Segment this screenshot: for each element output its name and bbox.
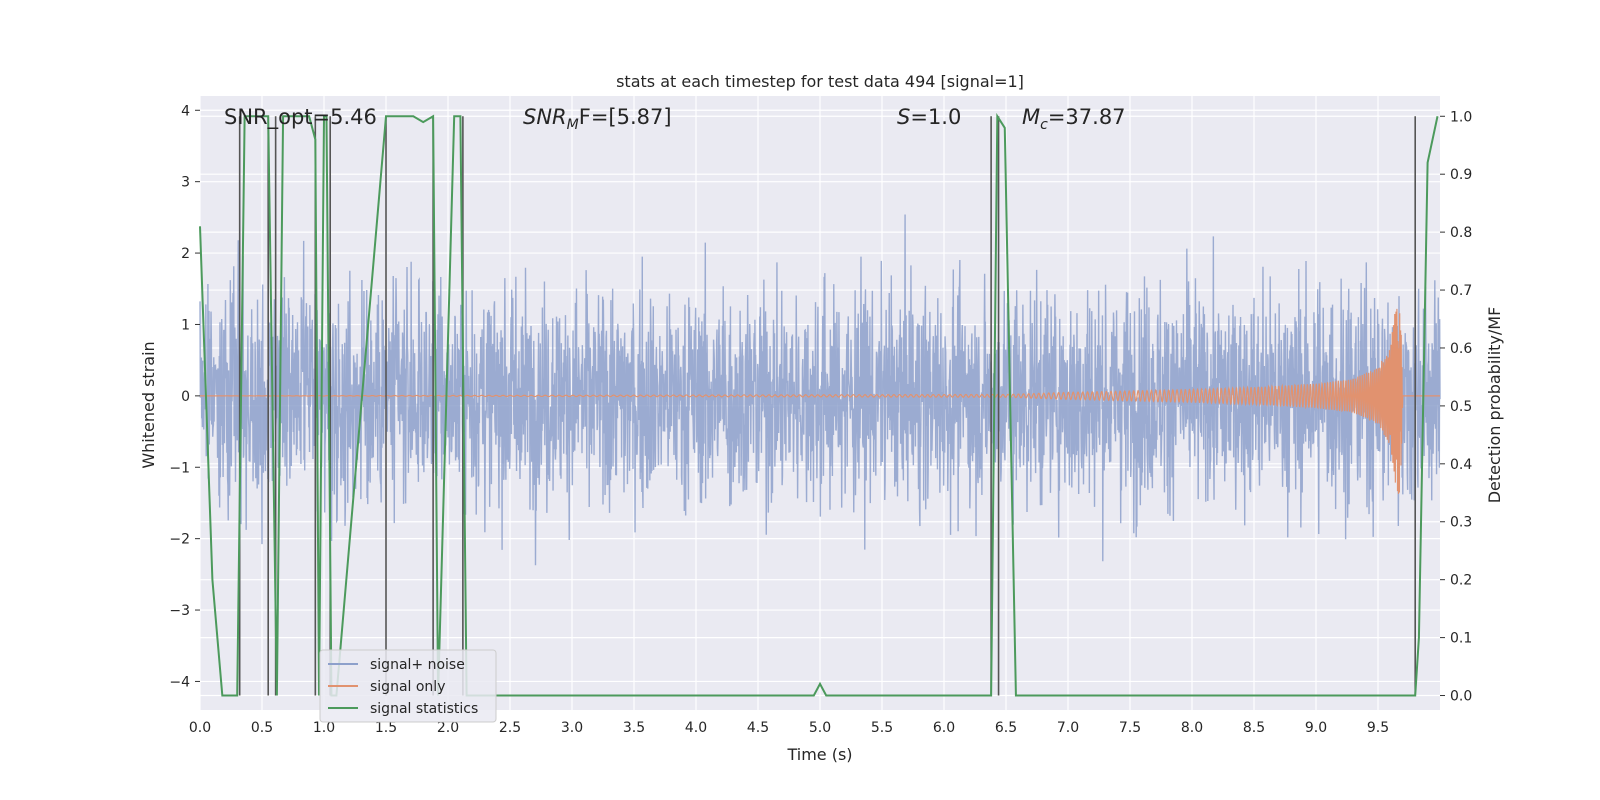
tick-labels: 0.0 0.5 1.0 1.5 2.0 2.5 3.0 3.5 4.0 4.5 5.0 5.5 6.0 6…	[169, 103, 1472, 736]
x-tick-label: 0.5	[251, 720, 273, 736]
x-tick-label: 7.0	[1057, 720, 1079, 736]
y-tick-label: 2	[181, 246, 190, 262]
y-tick-label: 0	[181, 389, 190, 405]
x-tick-label: 0.0	[189, 720, 211, 736]
snr-mf-sub: M	[567, 117, 579, 133]
mc-var: M	[1022, 105, 1040, 129]
y-tick-label: −3	[169, 603, 190, 619]
y2-tick-label: 1.0	[1450, 109, 1472, 125]
s-val: =1.0	[910, 105, 961, 129]
y2-tick-label: 0.4	[1450, 457, 1472, 473]
y2-tick-label: 0.0	[1450, 689, 1472, 705]
x-tick-label: 6.5	[995, 720, 1017, 736]
y2-tick-label: 0.2	[1450, 573, 1472, 589]
vertical-markers	[238, 116, 1416, 696]
x-tick-label: 3.0	[561, 720, 583, 736]
y-tick-label: −4	[169, 674, 190, 690]
x-tick-label: 1.5	[375, 720, 397, 736]
line-signal-statistics	[199, 112, 1439, 697]
legend-label-signal-only: signal only	[370, 679, 445, 695]
x-tick-label: 7.5	[1119, 720, 1141, 736]
x-tick-label: 4.5	[747, 720, 769, 736]
series-signal-noise	[199, 214, 1441, 566]
y-tick-label: 3	[181, 175, 190, 191]
x-tick-label: 2.5	[499, 720, 521, 736]
x-tick-label: 9.5	[1367, 720, 1389, 736]
y2-tick-label: 0.9	[1450, 167, 1472, 183]
y2-tick-label: 0.1	[1450, 631, 1472, 647]
y2-tick-label: 0.6	[1450, 341, 1472, 357]
y-axis-label: Whitened strain	[139, 341, 158, 468]
x-axis-label: Time (s)	[786, 745, 852, 764]
series-signal-statistics	[199, 112, 1439, 697]
x-tick-label: 8.0	[1181, 720, 1203, 736]
annotation-snr-opt: SNR_opt=5.46	[224, 105, 377, 130]
legend-label-signal-noise: signal+ noise	[370, 657, 465, 673]
x-tick-label: 1.0	[313, 720, 335, 736]
line-signal-noise	[199, 214, 1441, 566]
y-tick-label: 1	[181, 317, 190, 333]
s-var: S	[897, 105, 910, 129]
x-tick-label: 4.0	[685, 720, 707, 736]
legend-label-signal-statistics: signal statistics	[370, 701, 478, 717]
annotation-snr-mf: SNRMF=[5.87]	[523, 105, 672, 133]
line-signal-only	[200, 308, 1440, 494]
y2-tick-label: 0.5	[1450, 399, 1472, 415]
mc-val: =37.87	[1048, 105, 1126, 129]
snr-mf-suffix: F=[5.87]	[579, 105, 672, 129]
legend: signal+ noise signal only signal statist…	[319, 649, 497, 723]
mc-sub: c	[1040, 117, 1048, 133]
snr-mf-prefix: SNR	[523, 105, 567, 129]
series-signal-only	[200, 308, 1440, 494]
y2-tick-label: 0.8	[1450, 225, 1472, 241]
x-tick-label: 2.0	[437, 720, 459, 736]
x-tick-label: 6.0	[933, 720, 955, 736]
legend-box	[319, 649, 497, 723]
y-tick-label: −2	[169, 532, 190, 548]
annotation-mc: Mc=37.87	[1022, 105, 1126, 133]
x-tick-label: 3.5	[623, 720, 645, 736]
x-tick-label: 5.5	[871, 720, 893, 736]
annotation-s: S=1.0	[897, 105, 961, 129]
x-tick-label: 5.0	[809, 720, 831, 736]
x-tick-label: 9.0	[1305, 720, 1327, 736]
chart-title: stats at each timestep for test data 494…	[616, 72, 1024, 91]
y-tick-label: −1	[169, 460, 190, 476]
x-tick-label: 8.5	[1243, 720, 1265, 736]
y2-tick-label: 0.7	[1450, 283, 1472, 299]
y2-tick-label: 0.3	[1450, 515, 1472, 531]
y2-axis-label: Detection probability/MF	[1485, 307, 1504, 504]
y-tick-label: 4	[181, 103, 190, 119]
